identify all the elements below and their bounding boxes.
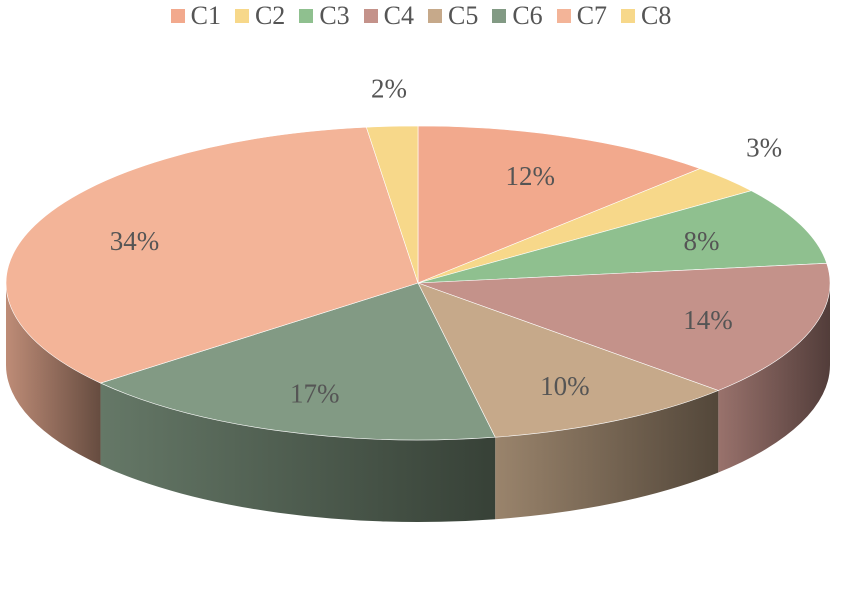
legend-swatch-c3 [299,9,314,23]
pie-side-c5 [495,390,719,520]
pie-top-layer [5,125,831,441]
legend-item-c1: C1 [170,1,221,30]
pie-slice-c8 [365,125,419,284]
legend: C1 C2 C3 C4 C5 C6 C7 C8 [0,0,842,32]
legend-label-c4: C4 [383,1,414,30]
pie-side-c4 [718,283,830,473]
data-label-c6: 17% [290,378,340,408]
legend-item-c4: C4 [363,1,414,30]
data-label-c5: 10% [540,371,590,401]
pie-slice-c3 [417,190,828,284]
pie-slice-c6 [99,282,496,441]
legend-label-c8: C8 [641,1,672,30]
legend-swatch-c8 [621,9,636,23]
legend-label-c1: C1 [190,1,221,30]
pie-slice-c1 [417,125,701,284]
pie-slice-c5 [417,282,720,438]
data-label-c2: 3% [746,133,782,163]
legend-item-c7: C7 [556,1,608,30]
legend-swatch-c1 [170,9,185,23]
pie-side-c7 [6,283,101,466]
pie-label-layer: 12% 3% 8% 14% 10% 17% 34% 2% [110,74,782,409]
data-label-c8: 2% [371,74,407,104]
legend-swatch-c4 [363,9,378,23]
legend-label-c7: C7 [576,1,608,30]
pie-side-layer [6,283,830,522]
legend-swatch-c7 [556,9,571,23]
legend-item-c6: C6 [492,1,543,30]
legend-label-c5: C5 [448,1,479,30]
legend-item-c2: C2 [234,1,286,30]
legend-swatch-c2 [234,9,249,23]
legend-swatch-c6 [492,9,507,23]
legend-label-c2: C2 [254,1,286,30]
legend-item-c3: C3 [299,1,350,30]
legend-item-c5: C5 [428,3,478,29]
pie-side-c6 [100,383,496,522]
data-label-c3: 8% [683,226,719,256]
pie-slice-c4 [417,263,831,391]
legend-swatch-c5 [428,9,442,23]
data-label-c7: 34% [110,226,160,256]
data-label-c4: 14% [683,305,733,335]
legend-item-c8: C8 [621,3,671,29]
legend-label-c6: C6 [512,1,543,30]
data-label-c1: 12% [505,161,555,191]
legend-label-c3: C3 [319,1,350,30]
pie-slice-c7 [5,126,419,384]
